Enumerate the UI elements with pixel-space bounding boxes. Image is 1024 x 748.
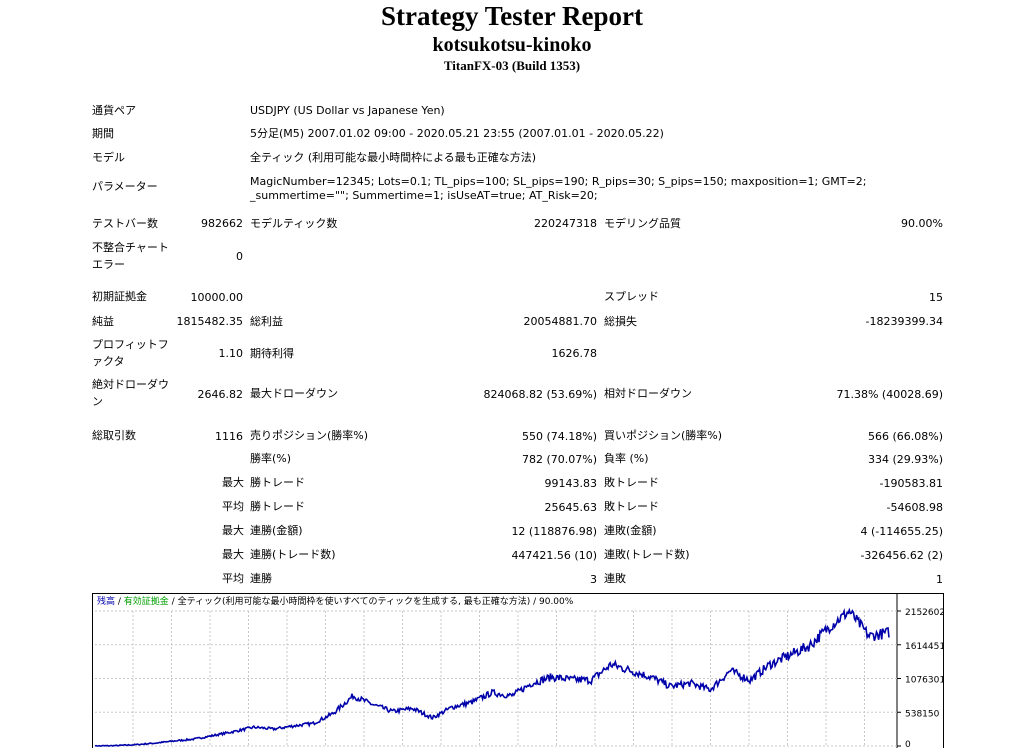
expected-payoff-value: 1626.78	[551, 347, 598, 360]
rel-drawdown-label: 相対ドローダウン	[604, 387, 692, 400]
avg-win-label: 勝トレード	[250, 500, 305, 513]
avg-win-value: 25645.63	[544, 501, 598, 514]
abs-drawdown-label: 絶対ドローダウン	[92, 378, 169, 408]
gross-profit-value: 20054881.70	[523, 315, 597, 328]
avg-loss-value: -54608.98	[886, 501, 943, 514]
expert-name: kotsukotsu-kinoko	[432, 34, 592, 56]
legend-balance: 残高	[97, 597, 116, 607]
bars-value: 982662	[201, 217, 243, 230]
legend-equity: 有効証拠金	[123, 597, 169, 607]
avg-consec-losses-value: 1	[936, 573, 943, 586]
model-label: モデル	[92, 151, 125, 164]
profit-factor-value: 1.10	[218, 347, 244, 360]
largest-loss-label: 敗トレード	[604, 476, 659, 489]
net-value: 1815482.35	[176, 315, 243, 328]
deposit-value: 10000.00	[190, 291, 244, 304]
spread-label: スプレッド	[604, 290, 659, 303]
legend-sep-1: /	[115, 597, 124, 607]
consec-wins-count-label: 連勝(トレード数)	[250, 548, 336, 561]
consec-wins-money-label: 連勝(金額)	[250, 524, 303, 537]
balance-chart-svg: 2152602 1614451 1076301 538150 0	[92, 593, 944, 748]
long-positions-value: 566 (66.08%)	[867, 430, 943, 443]
largest-label: 最大	[222, 476, 244, 489]
total-trades-label: 総取引数	[92, 429, 136, 442]
symbol-label: 通貨ペア	[92, 104, 136, 117]
max-drawdown-value: 824068.82 (53.69%)	[483, 388, 597, 401]
consec-losses-money-label: 連敗(金額)	[604, 524, 657, 537]
y-tick-label: 0	[905, 740, 911, 748]
net-label: 純益	[92, 315, 114, 328]
max-drawdown-label: 最大ドローダウン	[250, 387, 338, 400]
y-tick-label: 1076301	[905, 676, 944, 686]
consec-wins-money-value: 12 (118876.98)	[511, 525, 597, 538]
ticks-label: モデルティック数	[250, 217, 338, 230]
expected-payoff-label: 期待利得	[250, 347, 294, 360]
win-rate-label: 勝率(%)	[250, 452, 292, 465]
largest-loss-value: -190583.81	[879, 477, 943, 490]
quality-label: モデリング品質	[604, 217, 681, 230]
y-tick-label: 2152602	[905, 608, 944, 618]
params-value: MagicNumber=12345; Lots=0.1; TL_pips=100…	[250, 175, 867, 202]
loss-rate-value: 334 (29.93%)	[867, 453, 943, 466]
balance-line	[94, 607, 890, 747]
server-build: TitanFX-03 (Build 1353)	[443, 58, 581, 73]
gross-loss-value: -18239399.34	[865, 315, 943, 328]
consec-wins-count-value: 447421.56 (10)	[511, 549, 597, 562]
avg-consec-label: 平均	[222, 572, 244, 585]
loss-rate-label: 負率 (%)	[604, 452, 649, 465]
mismatch-label: 不整合チャート エラー	[92, 241, 169, 271]
max-consec-count-label: 最大	[222, 548, 244, 561]
quality-value: 90.00%	[901, 217, 943, 230]
symbol-value: USDJPY (US Dollar vs Japanese Yen)	[250, 104, 445, 117]
abs-drawdown-value: 2646.82	[197, 388, 244, 401]
gross-loss-label: 総損失	[604, 315, 637, 328]
short-positions-label: 売りポジション(勝率%)	[250, 429, 369, 442]
avg-consec-wins-label: 連勝	[250, 572, 272, 585]
bars-label: テストバー数	[92, 217, 158, 230]
avg-consec-losses-label: 連敗	[604, 572, 626, 585]
largest-win-label: 勝トレード	[250, 476, 305, 489]
report-title: Strategy Tester Report	[381, 1, 643, 31]
avg-consec-wins-value: 3	[590, 573, 597, 586]
rel-drawdown-value: 71.38% (40028.69)	[836, 388, 943, 401]
mismatch-value: 0	[236, 250, 243, 263]
consec-losses-count-value: -326456.62 (2)	[860, 549, 943, 562]
profit-factor-label: プロフィットファクタ	[92, 338, 169, 368]
legend-model: 全ティック(利用可能な最小時間枠を使いすべてのティックを生成する, 最も正確な方…	[177, 597, 574, 607]
max-consec-label: 最大	[222, 524, 244, 537]
consec-losses-money-value: 4 (-114655.25)	[860, 525, 943, 538]
model-value: 全ティック (利用可能な最小時間枠による最も正確な方法)	[250, 151, 537, 164]
y-tick-label: 1614451	[905, 642, 944, 652]
period-label: 期間	[92, 127, 114, 140]
largest-win-value: 99143.83	[544, 477, 598, 490]
legend-sep-2: /	[168, 597, 178, 607]
ticks-value: 220247318	[534, 217, 597, 230]
y-tick-label: 538150	[905, 709, 940, 719]
average-label: 平均	[222, 500, 244, 513]
period-value: 5分足(M5) 2007.01.02 09:00 - 2020.05.21 23…	[250, 127, 664, 140]
balance-chart: 2152602 1614451 1076301 538150 0 残高 / 有効証拠金 …	[92, 593, 944, 748]
total-trades-value: 1116	[215, 430, 243, 443]
avg-loss-label: 敗トレード	[604, 500, 659, 513]
win-rate-value: 782 (70.07%)	[521, 453, 597, 466]
short-positions-value: 550 (74.18%)	[521, 430, 597, 443]
spread-value: 15	[929, 291, 943, 304]
params-label: パラメーター	[92, 180, 158, 193]
gross-profit-label: 総利益	[250, 315, 283, 328]
long-positions-label: 買いポジション(勝率%)	[604, 429, 723, 442]
deposit-label: 初期証拠金	[92, 290, 147, 303]
consec-losses-count-label: 連敗(トレード数)	[604, 548, 690, 561]
chart-legend: 残高 / 有効証拠金 / 全ティック(利用可能な最小時間枠を使いすべてのティック…	[97, 596, 573, 608]
